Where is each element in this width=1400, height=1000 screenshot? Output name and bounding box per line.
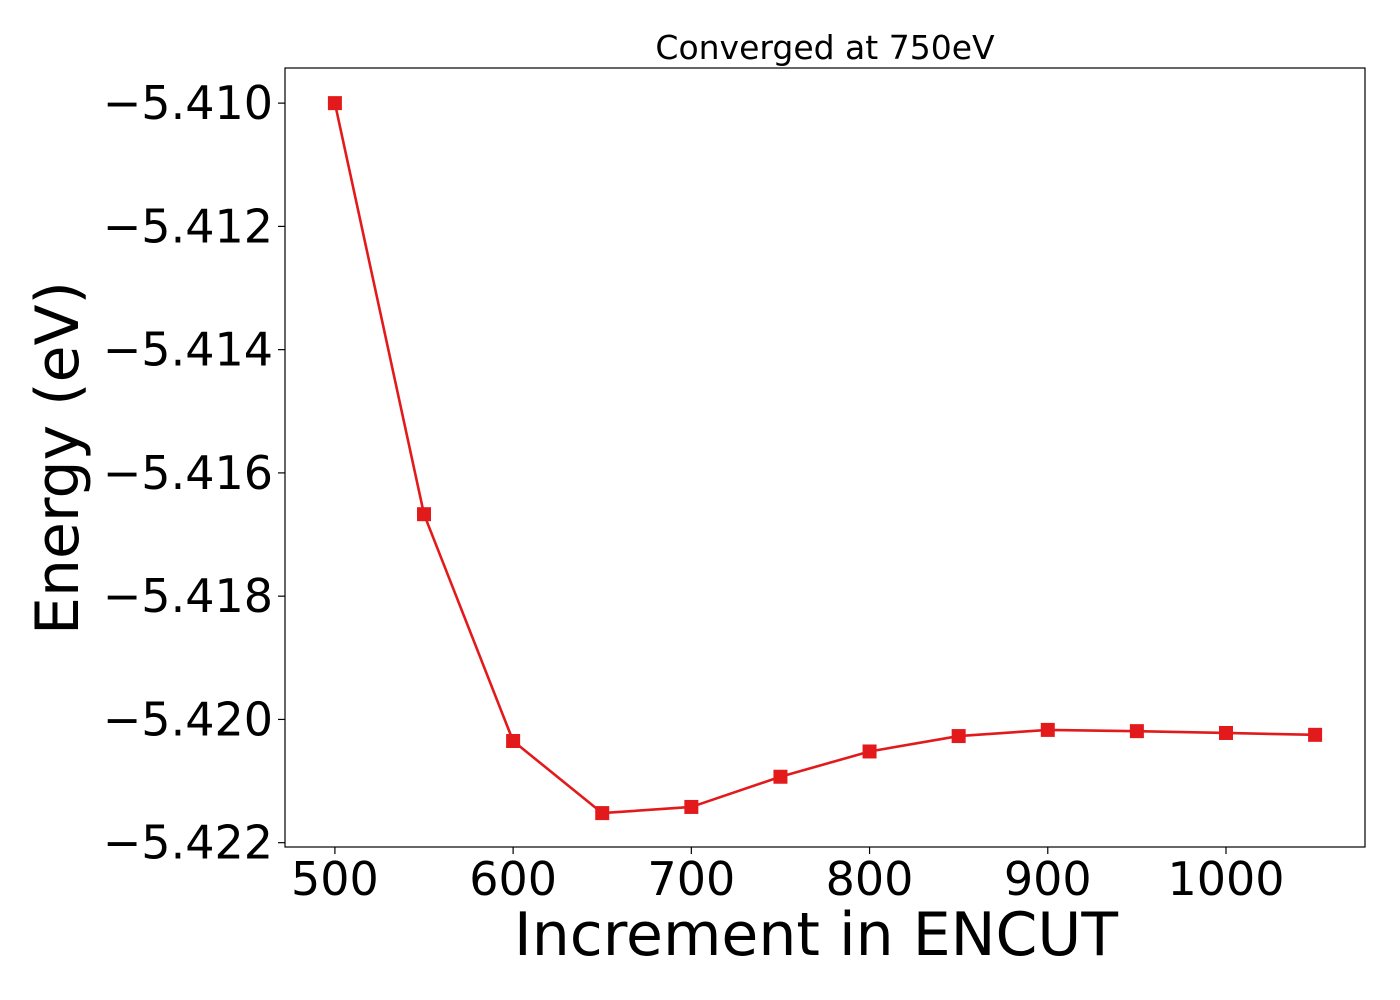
plot-frame	[284, 67, 1366, 848]
data-point-marker	[327, 96, 342, 111]
y-tick-label: −5.418	[103, 569, 273, 623]
x-tick-label: 1000	[1167, 852, 1284, 906]
plot-area	[284, 67, 1366, 848]
series-layer	[327, 96, 1323, 821]
x-tick-label: 800	[826, 852, 914, 906]
x-axis-label: Increment in ENCUT	[514, 900, 1118, 970]
data-point-marker	[951, 729, 966, 744]
y-tick-label: −5.416	[103, 446, 273, 500]
x-tick-label: 700	[647, 852, 735, 906]
x-axis: 500 600 700 800 900 1000	[291, 847, 1285, 906]
data-point-marker	[1129, 724, 1144, 739]
data-point-marker	[773, 769, 788, 784]
data-point-marker	[1218, 725, 1233, 740]
data-point-marker	[506, 734, 521, 748]
x-tick-label: 500	[291, 852, 379, 906]
data-point-marker	[595, 806, 610, 821]
y-tick-label: −5.410	[103, 76, 273, 130]
data-point-marker	[1040, 722, 1055, 737]
data-point-marker	[684, 799, 699, 814]
data-point-marker	[417, 507, 432, 522]
data-point-marker	[862, 744, 877, 759]
data-point-marker	[1308, 727, 1323, 742]
chart-title: Converged at 750eV	[655, 28, 995, 67]
y-tick-label: −5.412	[103, 199, 273, 253]
x-tick-label: 600	[469, 852, 557, 906]
series-line	[333, 102, 1316, 815]
y-tick-label: −5.422	[103, 816, 273, 870]
y-axis: −5.410 −5.412 −5.414 −5.416 −5.418 −5.420 −5.4…	[103, 76, 285, 870]
y-axis-label: Energy (eV)	[23, 281, 93, 635]
x-tick-label: 900	[1004, 852, 1092, 906]
y-tick-label: −5.420	[103, 692, 273, 746]
y-tick-label: −5.414	[103, 323, 273, 377]
